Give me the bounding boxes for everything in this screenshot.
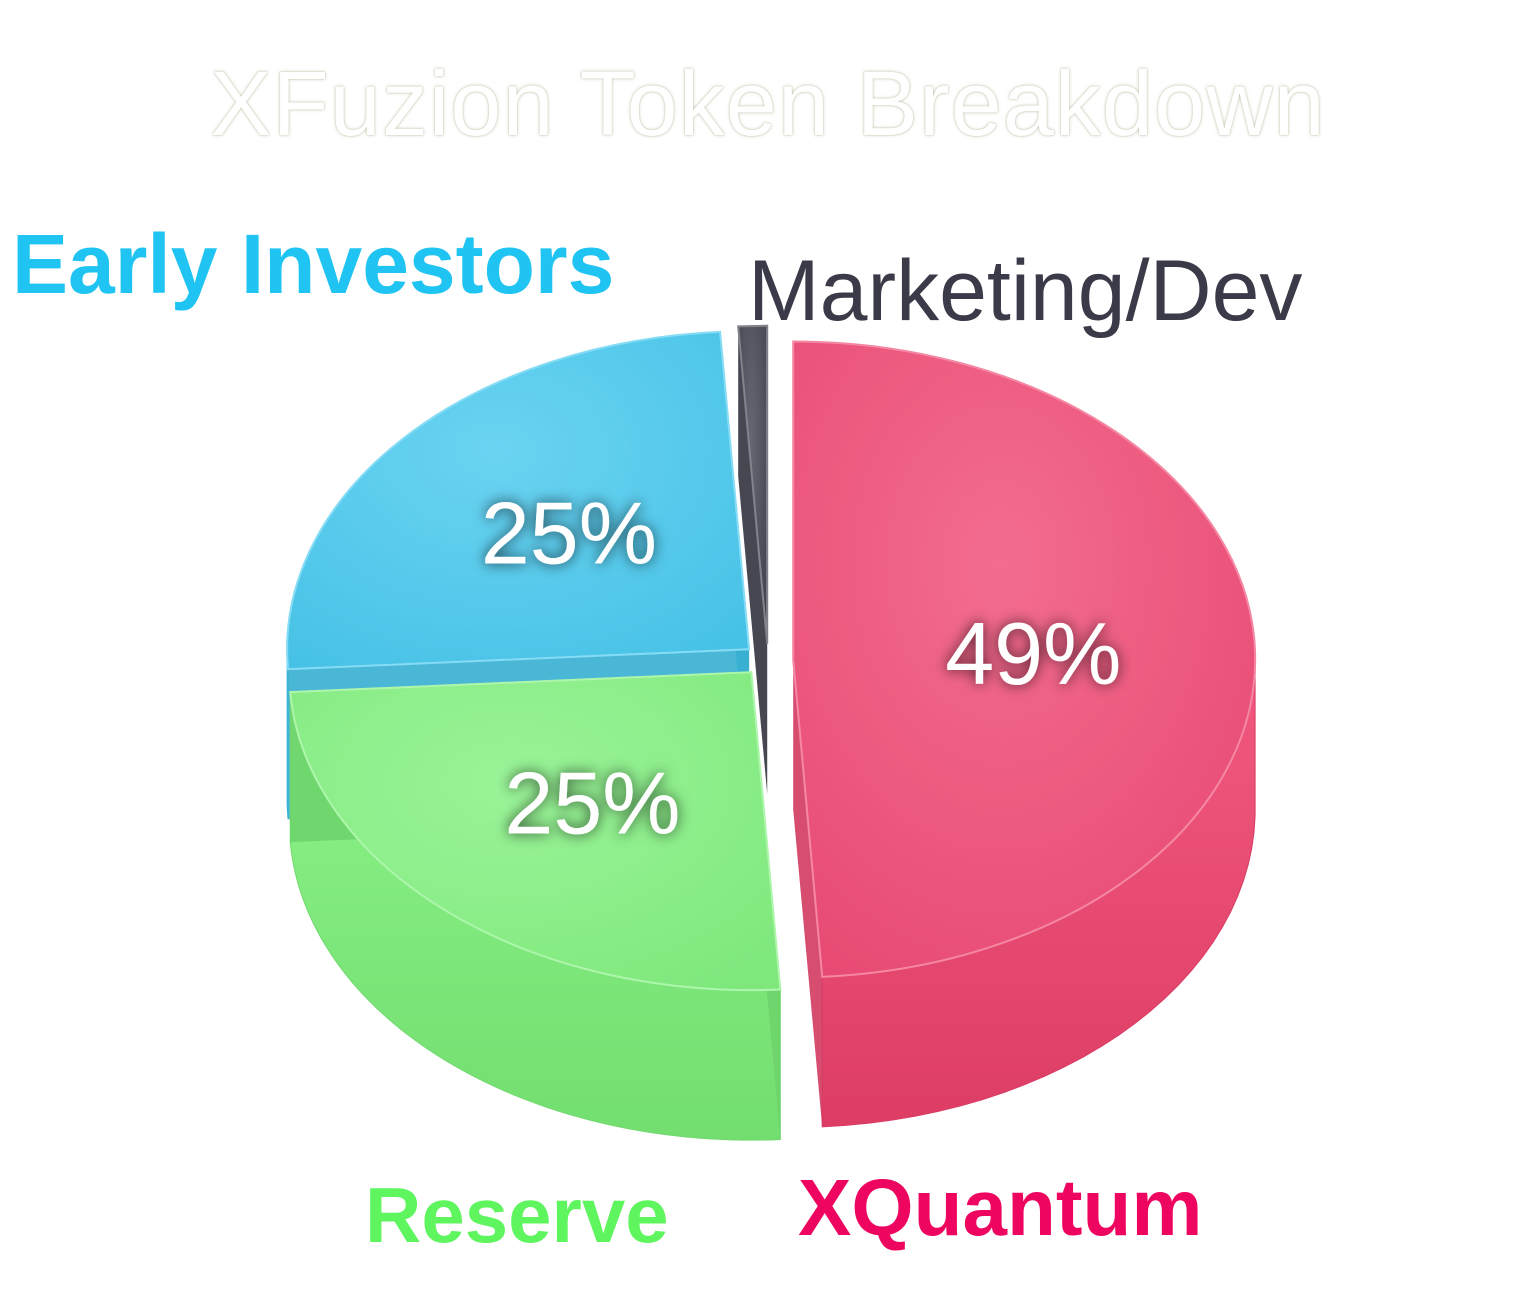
pct-label-reserve: 25% — [504, 753, 680, 852]
label-xquantum: XQuantum — [798, 1163, 1203, 1252]
label-early-investors: Early Investors — [12, 217, 615, 311]
label-reserve: Reserve — [365, 1171, 669, 1259]
label-marketing-dev: Marketing/Dev — [748, 243, 1303, 339]
chart-title: XFuzion Token Breakdown — [210, 53, 1326, 155]
pie-slice-xquantum — [792, 340, 1257, 1128]
pct-label-xquantum: 49% — [945, 604, 1121, 703]
pct-label-early-investors: 25% — [481, 484, 657, 583]
pie-slice-marketing-dev — [737, 324, 769, 794]
pie-slice-reserve — [289, 671, 782, 1141]
